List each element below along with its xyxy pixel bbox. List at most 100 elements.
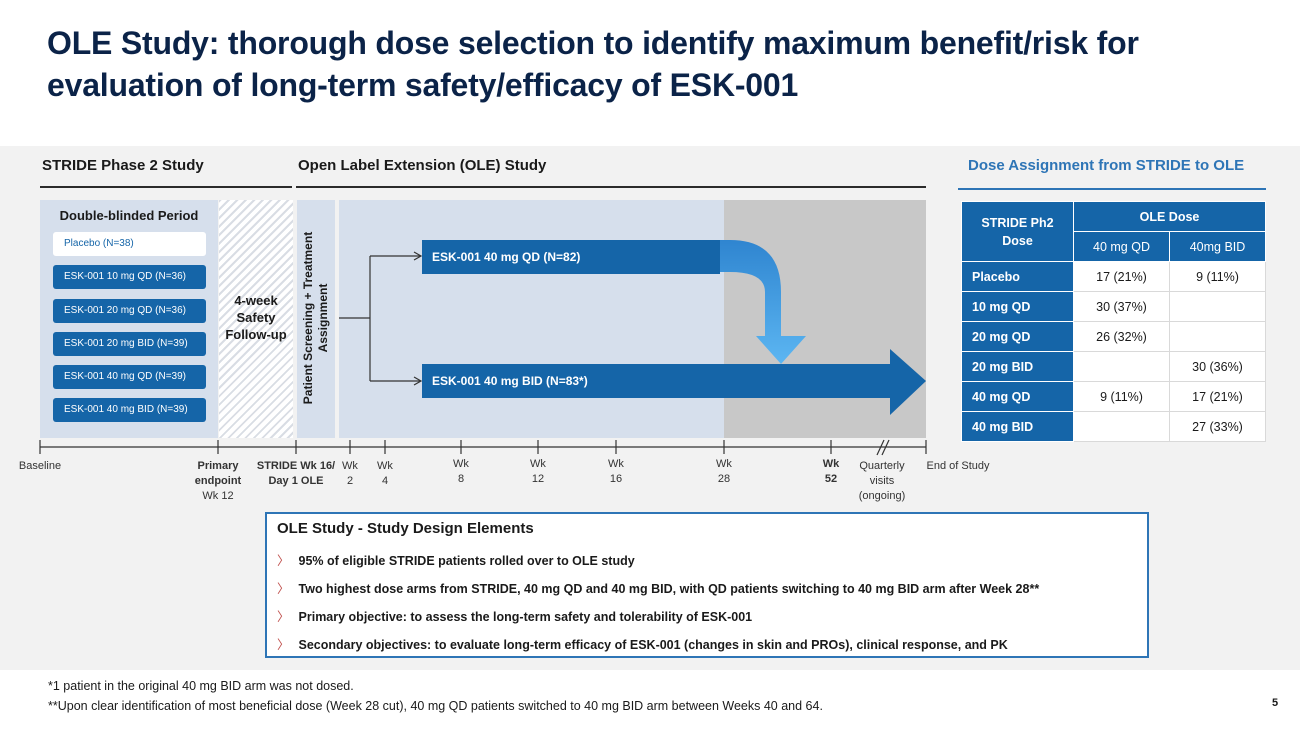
dose-header-stride-line1: STRIDE Ph2 <box>981 215 1054 230</box>
tick-wk16-line2: 16 <box>609 473 623 485</box>
ole-arm-qd: ESK-001 40 mg QD (N=82) <box>422 240 720 274</box>
screening-block <box>297 200 335 438</box>
tick-wk12-line1: Wk <box>530 458 546 470</box>
table-row: 40 mg BID 27 (33%) <box>961 411 1266 442</box>
tick-primary-line2: endpoint <box>194 475 242 487</box>
tick-wk4-line2: 4 <box>381 475 389 487</box>
row-label: 40 mg BID <box>961 411 1074 442</box>
stride-rule <box>40 186 292 188</box>
design-bullet: 〉 Secondary objectives: to evaluate long-… <box>277 634 1008 653</box>
tick-wk52-line1: Wk <box>822 458 840 470</box>
cell-bid: 30 (36%) <box>1169 351 1266 382</box>
tick-stride-day1: STRIDE Wk 16/ Day 1 OLE <box>248 459 344 489</box>
ole-rule <box>296 186 926 188</box>
stride-section-title: STRIDE Phase 2 Study <box>42 157 204 174</box>
tick-end: End of Study <box>926 460 990 472</box>
row-label: 40 mg QD <box>961 381 1074 412</box>
cell-qd: 26 (32%) <box>1073 321 1170 352</box>
tick-wk2: Wk 2 <box>335 459 365 489</box>
cell-qd: 17 (21%) <box>1073 261 1170 292</box>
connector-arrowhead-top <box>413 251 423 261</box>
bid-arrow <box>422 349 926 415</box>
footnote-1: *1 patient in the original 40 mg BID arm… <box>48 679 354 693</box>
tick-wk12-line2: 12 <box>531 473 545 485</box>
row-label: 20 mg QD <box>961 321 1074 352</box>
arm-20mg-bid: ESK-001 20 mg BID (N=39) <box>53 332 206 356</box>
arm-40mg-qd: ESK-001 40 mg QD (N=39) <box>53 365 206 389</box>
connector-arrowhead-bottom <box>413 376 423 386</box>
cell-bid <box>1169 321 1266 352</box>
chevron-right-icon: 〉 <box>277 554 290 568</box>
table-row: 40 mg QD 9 (11%) 17 (21%) <box>961 381 1266 412</box>
table-row: 20 mg BID 30 (36%) <box>961 351 1266 382</box>
cell-bid: 9 (11%) <box>1169 261 1266 292</box>
tick-quarterly-line1: Quarterly <box>859 460 905 472</box>
page-number: 5 <box>1272 697 1279 709</box>
dose-header-stride: STRIDE Ph2 Dose <box>961 201 1074 262</box>
tick-wk12: Wk 12 <box>523 457 553 487</box>
cell-qd: 30 (37%) <box>1073 291 1170 322</box>
design-bullet-text: 95% of eligible STRIDE patients rolled o… <box>298 554 635 568</box>
dose-table-header-row: STRIDE Ph2 Dose OLE Dose <box>961 201 1266 262</box>
design-bullet: 〉 Primary objective: to assess the long-t… <box>277 606 752 625</box>
tick-wk4-line1: Wk <box>377 460 393 472</box>
tick-primary-line1: Primary <box>197 460 239 472</box>
tick-wk16: Wk 16 <box>601 457 631 487</box>
cell-qd <box>1073 351 1170 382</box>
cell-qd <box>1073 411 1170 442</box>
tick-wk28-line1: Wk <box>716 458 732 470</box>
ole-arm-bid: ESK-001 40 mg BID (N=83*) <box>432 374 588 388</box>
tick-wk2-line2: 2 <box>346 475 354 487</box>
tick-stride-line2: Day 1 OLE <box>268 475 324 487</box>
cell-qd: 9 (11%) <box>1073 381 1170 412</box>
arm-20mg-qd: ESK-001 20 mg QD (N=36) <box>53 299 206 323</box>
tick-wk8: Wk 8 <box>446 457 476 487</box>
cell-bid: 17 (21%) <box>1169 381 1266 412</box>
dose-header-stride-line2: Dose <box>1002 233 1033 248</box>
design-bullet: 〉 Two highest dose arms from STRIDE, 40 m… <box>277 578 1039 597</box>
table-row: 10 mg QD 30 (37%) <box>961 291 1266 322</box>
row-label: Placebo <box>961 261 1074 292</box>
safety-followup-block <box>219 200 293 438</box>
cell-bid: 27 (33%) <box>1169 411 1266 442</box>
tick-wk28: Wk 28 <box>709 457 739 487</box>
arm-10mg-qd: ESK-001 10 mg QD (N=36) <box>53 265 206 289</box>
tick-wk52: Wk 52 <box>816 457 846 487</box>
row-label: 10 mg QD <box>961 291 1074 322</box>
split-connector <box>339 255 420 382</box>
tick-quarterly-line3: (ongoing) <box>858 490 906 502</box>
design-bullet-text: Two highest dose arms from STRIDE, 40 mg… <box>298 582 1040 596</box>
design-bullet: 〉 95% of eligible STRIDE patients rolled … <box>277 550 635 569</box>
ole-section-title: Open Label Extension (OLE) Study <box>298 157 547 174</box>
tick-baseline: Baseline <box>18 460 62 472</box>
chevron-right-icon: 〉 <box>277 638 290 652</box>
design-bullet-text: Secondary objectives: to evaluate long-t… <box>298 638 1008 652</box>
tick-stride-line1: STRIDE Wk 16/ <box>256 460 336 472</box>
tick-wk2-line1: Wk <box>342 460 358 472</box>
tick-wk52-line2: 52 <box>824 473 838 485</box>
table-row: Placebo 17 (21%) 9 (11%) <box>961 261 1266 292</box>
switch-curve-arrow <box>700 240 806 364</box>
dose-assignment-title: Dose Assignment from STRIDE to OLE <box>968 157 1245 174</box>
dose-assignment-rule <box>958 188 1266 190</box>
chevron-right-icon: 〉 <box>277 610 290 624</box>
design-bullet-text: Primary objective: to assess the long-te… <box>298 610 753 624</box>
dose-table-subheader-row: 40 mg QD 40mg BID <box>962 231 1266 262</box>
design-elements-title: OLE Study - Study Design Elements <box>277 520 534 537</box>
double-blind-title: Double-blinded Period <box>59 208 199 223</box>
tick-wk16-line1: Wk <box>608 458 624 470</box>
tick-wk8-line1: Wk <box>453 458 469 470</box>
dose-header-group: OLE Dose <box>1073 201 1266 232</box>
ole-block <box>339 200 724 438</box>
tick-wk8-line2: 8 <box>457 473 465 485</box>
cell-bid <box>1169 291 1266 322</box>
tick-wk28-line2: 28 <box>717 473 731 485</box>
footnote-2: **Upon clear identification of most bene… <box>48 699 823 713</box>
design-elements-box <box>265 512 1149 658</box>
row-label: 20 mg BID <box>961 351 1074 382</box>
table-row: 20 mg QD 26 (32%) <box>961 321 1266 352</box>
tick-primary: Primary endpoint Wk 12 <box>188 459 248 504</box>
tick-quarterly-line2: visits <box>869 475 895 487</box>
